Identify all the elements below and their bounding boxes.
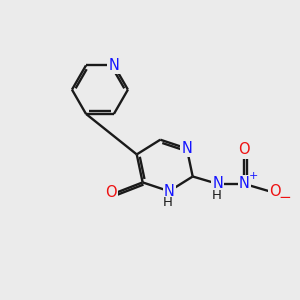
Text: O: O (238, 142, 250, 158)
Text: N: N (212, 176, 223, 191)
Text: N: N (182, 141, 192, 156)
Text: N: N (164, 184, 175, 199)
Text: N: N (109, 58, 119, 73)
Text: O: O (105, 185, 117, 200)
Text: H: H (163, 196, 173, 209)
Text: N: N (239, 176, 250, 191)
Text: −: − (278, 190, 291, 205)
Text: +: + (249, 171, 258, 181)
Text: H: H (212, 188, 221, 202)
Text: O: O (269, 184, 280, 199)
